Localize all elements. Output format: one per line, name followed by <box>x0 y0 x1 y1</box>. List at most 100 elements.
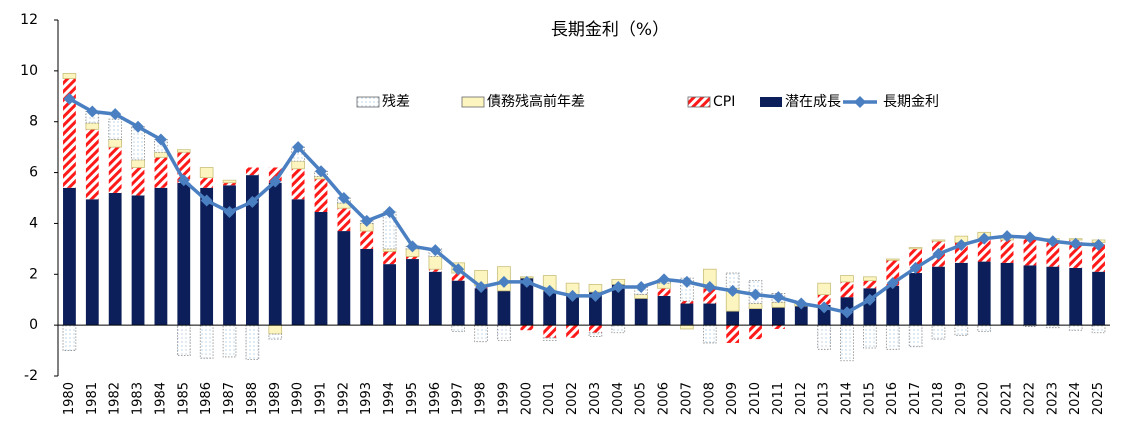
legend-label: 債務残高前年差 <box>487 93 585 110</box>
line-marker <box>749 288 762 301</box>
y-tick-label: 12 <box>20 12 38 28</box>
bar-segment <box>680 303 694 326</box>
bar-segment <box>886 285 900 326</box>
line-marker <box>886 277 899 290</box>
x-tick-label: 1986 <box>199 382 214 415</box>
bar-segment <box>497 290 511 326</box>
bar-segment <box>909 273 923 326</box>
bar-segment <box>703 303 717 326</box>
bar-segment <box>268 182 282 326</box>
line-marker <box>520 275 533 288</box>
bar-segment <box>223 185 236 326</box>
x-tick-label: 2004 <box>611 382 626 415</box>
x-tick-label: 2018 <box>931 382 946 415</box>
line-marker <box>383 205 396 218</box>
bar-segment <box>1023 238 1037 266</box>
y-tick-label: 4 <box>29 215 38 231</box>
bar-segment <box>726 311 740 326</box>
bar-segment <box>520 325 534 331</box>
line-marker <box>772 291 785 304</box>
x-tick-label: 2002 <box>565 382 580 415</box>
x-tick-label: 1997 <box>451 382 466 415</box>
bar-segment <box>703 288 717 304</box>
x-tick-label: 1988 <box>245 382 260 415</box>
line-marker <box>177 174 190 187</box>
bar-segment <box>520 278 534 326</box>
line-marker <box>246 195 259 208</box>
bar-segment <box>154 187 168 326</box>
bar-segment <box>222 324 237 358</box>
bar-segment <box>954 262 968 326</box>
x-tick-label: 2001 <box>542 382 557 415</box>
chart-title: 長期金利（%） <box>551 20 669 40</box>
bar-segment <box>63 78 76 188</box>
bar-segment <box>451 324 466 332</box>
line-marker <box>86 105 99 118</box>
bar-segment <box>863 324 877 349</box>
line-marker <box>360 214 373 227</box>
x-tick-label: 2019 <box>954 382 969 415</box>
x-tick-label: 2022 <box>1022 382 1037 415</box>
bar-segment <box>245 167 259 176</box>
x-tick-label: 2010 <box>748 382 763 415</box>
legend-marker <box>854 96 866 108</box>
line-marker <box>1069 237 1082 250</box>
bar-segment <box>200 187 214 326</box>
x-tick-label: 2020 <box>977 382 992 415</box>
line-marker <box>658 273 671 286</box>
bar-segment <box>634 294 648 299</box>
line-marker <box>863 293 876 306</box>
bar-segment <box>291 160 305 170</box>
bar-segment <box>1092 271 1105 326</box>
bar-segment <box>748 303 763 310</box>
x-tick-label: 2009 <box>725 382 740 415</box>
bar-segment <box>314 211 328 326</box>
x-tick-label: 1991 <box>314 382 329 415</box>
line-marker <box>635 281 648 293</box>
bar-segment <box>885 324 900 350</box>
legend-swatch <box>687 96 711 108</box>
bar-segment <box>680 324 694 330</box>
x-tick-label: 2013 <box>817 382 832 415</box>
line-marker <box>841 306 853 319</box>
line-marker <box>315 165 327 178</box>
line-marker <box>475 281 488 293</box>
bar-segment <box>245 175 259 326</box>
line-marker <box>429 244 442 257</box>
bar-segment <box>291 199 305 326</box>
line-marker <box>452 263 465 276</box>
bar-segment <box>200 177 214 188</box>
bar-segment <box>222 179 237 184</box>
line-marker <box>703 281 716 293</box>
bar-segment <box>863 276 877 282</box>
line-marker <box>1092 239 1105 252</box>
x-tick-label: 1999 <box>496 382 511 415</box>
bar-segment <box>749 308 762 326</box>
line-marker <box>932 247 945 260</box>
bar-segment <box>908 247 923 250</box>
bar-segment <box>154 151 168 158</box>
line-marker <box>292 141 305 154</box>
x-tick-label: 1981 <box>85 382 100 415</box>
line-marker <box>132 120 145 133</box>
bar-segment <box>657 295 671 326</box>
x-tick-label: 2016 <box>885 382 900 415</box>
line-marker <box>795 297 808 310</box>
bar-segment <box>474 288 488 326</box>
bar-segment <box>954 324 969 336</box>
bar-segment <box>176 149 191 153</box>
bar-segment <box>268 324 283 335</box>
bar-segment <box>360 231 374 249</box>
x-tick-label: 2014 <box>840 382 855 415</box>
bar-segment <box>223 182 236 186</box>
y-tick-label: -2 <box>24 368 38 384</box>
bar-segment <box>337 208 351 232</box>
bar-segment <box>566 325 579 338</box>
bar-segment <box>611 284 625 326</box>
line-marker <box>497 275 510 288</box>
bar-segment <box>977 261 991 326</box>
bar-segment <box>977 238 991 262</box>
bar-segment <box>611 324 626 334</box>
legend-label: 残差 <box>382 94 410 110</box>
